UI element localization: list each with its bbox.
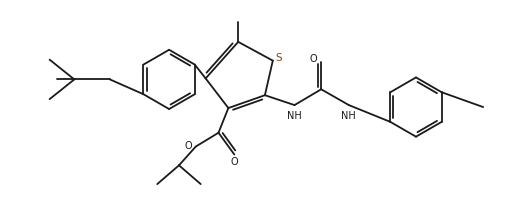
Text: NH: NH — [287, 111, 302, 120]
Text: O: O — [184, 140, 192, 151]
Text: S: S — [275, 53, 282, 63]
Text: O: O — [231, 157, 238, 167]
Text: NH: NH — [341, 111, 356, 120]
Text: O: O — [309, 54, 317, 64]
